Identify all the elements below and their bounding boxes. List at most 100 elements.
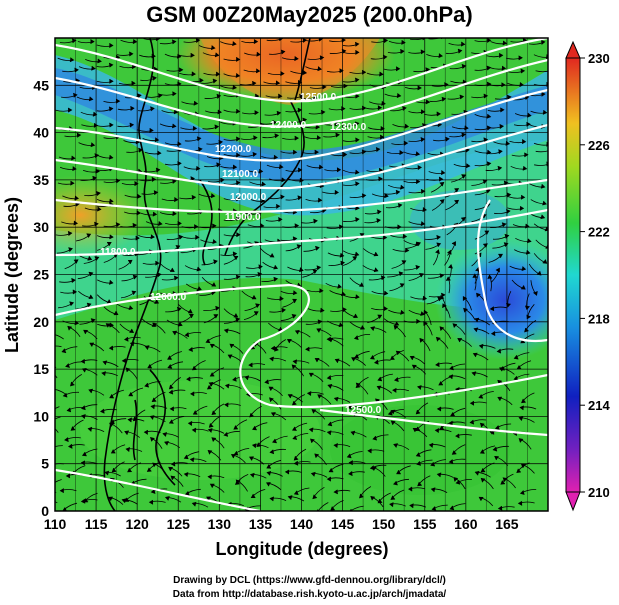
streamline-arrowhead: [69, 57, 75, 63]
streamline-arrowhead: [292, 400, 297, 406]
x-tick-label: 115: [85, 516, 108, 532]
streamline-arrowhead: [150, 106, 155, 112]
streamline-arrowhead: [374, 359, 379, 365]
streamline-arrowhead: [355, 294, 360, 300]
streamline-arrowhead: [419, 337, 424, 343]
streamline-arrowhead: [367, 448, 372, 454]
streamline-arrowhead: [71, 278, 76, 283]
streamline-arrowhead: [326, 375, 332, 380]
streamline-arrowhead: [266, 464, 272, 469]
streamline-arrowhead: [451, 241, 456, 246]
streamline-arrowhead: [73, 92, 78, 98]
streamline-arrowhead: [294, 56, 299, 61]
streamline-arrowhead: [42, 498, 46, 502]
streamline-arrowhead: [400, 310, 405, 315]
streamline: [55, 416, 61, 420]
streamline-arrowhead: [230, 454, 236, 459]
streamline-arrowhead: [187, 421, 193, 426]
streamline-arrowhead: [280, 71, 285, 76]
streamline-arrowhead: [214, 124, 220, 130]
streamline-arrowhead: [69, 301, 75, 306]
streamline-arrowhead: [86, 302, 92, 308]
streamline-arrowhead: [151, 53, 156, 59]
streamline-arrowhead: [497, 396, 503, 402]
streamline-arrowhead: [190, 391, 195, 397]
streamline-arrowhead: [64, 437, 69, 442]
streamline-arrowhead: [490, 331, 496, 336]
streamline-arrowhead: [269, 449, 275, 455]
streamline-arrowhead: [100, 408, 105, 414]
streamline-arrowhead: [521, 139, 527, 145]
streamline-arrowhead: [373, 267, 379, 273]
streamline-arrowhead: [353, 335, 359, 340]
streamline-arrowhead: [152, 75, 157, 81]
streamline-arrowhead: [61, 348, 67, 354]
streamline-arrowhead: [107, 242, 112, 247]
x-axis-label: Longitude (degrees): [215, 539, 388, 559]
streamline-arrowhead: [498, 53, 504, 58]
colorbar-tick-label: 218: [588, 311, 610, 326]
streamline-arrowhead: [306, 391, 312, 396]
streamline-arrowhead: [478, 343, 484, 349]
streamline-arrowhead: [279, 296, 284, 301]
streamline: [55, 501, 58, 504]
streamline-arrowhead: [450, 412, 455, 417]
streamline-arrowhead: [47, 447, 51, 451]
streamline-arrowhead: [223, 328, 229, 334]
streamline-arrowhead: [151, 176, 157, 182]
streamline-arrowhead: [132, 222, 138, 228]
streamline-arrowhead: [71, 155, 76, 161]
streamline-arrowhead: [415, 265, 421, 270]
chart-title: GSM 00Z20May2025 (200.0hPa): [146, 2, 473, 27]
streamline-arrowhead: [351, 357, 356, 362]
streamline-arrowhead: [519, 205, 525, 211]
streamline-arrowhead: [91, 65, 96, 71]
streamline-arrowhead: [235, 73, 241, 78]
streamline-arrowhead: [130, 106, 135, 111]
streamline-arrowhead: [393, 480, 398, 486]
streamline-arrowhead: [207, 450, 213, 455]
streamline-arrowhead: [131, 290, 137, 295]
streamline-arrowhead: [396, 93, 402, 98]
streamline: [317, 502, 329, 511]
streamline-arrowhead: [266, 482, 271, 487]
streamline-arrowhead: [171, 123, 177, 129]
streamline-arrowhead: [189, 314, 194, 319]
streamline-arrowhead: [129, 328, 135, 333]
streamline-arrowhead: [193, 100, 199, 106]
streamline-arrowhead: [320, 307, 325, 313]
streamline-arrowhead: [436, 242, 442, 248]
streamline-arrowhead: [354, 169, 360, 175]
contour-label: 12200.0: [215, 144, 252, 155]
streamline-arrowhead: [525, 250, 531, 255]
streamline-arrowhead: [355, 181, 360, 187]
streamline-arrowhead: [361, 149, 367, 155]
streamline-arrowhead: [439, 199, 445, 204]
streamline-arrowhead: [236, 196, 241, 202]
streamline-arrowhead: [164, 441, 169, 446]
streamline-arrowhead: [168, 466, 173, 472]
streamline-arrowhead: [244, 375, 250, 381]
streamline-arrowhead: [377, 376, 383, 382]
streamline-arrowhead: [380, 275, 386, 281]
streamline-arrowhead: [170, 267, 175, 272]
streamline-arrowhead: [209, 343, 215, 349]
streamline-arrowhead: [172, 330, 177, 336]
streamline-arrowhead: [402, 106, 407, 111]
streamline-arrowhead: [428, 442, 434, 448]
contour-label: 12400.0: [270, 120, 307, 131]
streamline-arrowhead: [170, 475, 176, 481]
streamline-arrowhead: [188, 347, 193, 352]
streamline-arrowhead: [355, 217, 360, 222]
streamline-arrowhead: [296, 244, 302, 249]
streamline-arrowhead: [495, 267, 500, 273]
streamline-arrowhead: [121, 498, 127, 503]
streamline-arrowhead: [448, 459, 454, 464]
streamline-arrowhead: [473, 327, 479, 333]
streamline-arrowhead: [153, 190, 159, 196]
streamline-arrowhead: [167, 355, 172, 360]
streamline-arrowhead: [375, 147, 381, 152]
x-tick-label: 125: [167, 516, 191, 532]
streamline: [55, 491, 57, 493]
